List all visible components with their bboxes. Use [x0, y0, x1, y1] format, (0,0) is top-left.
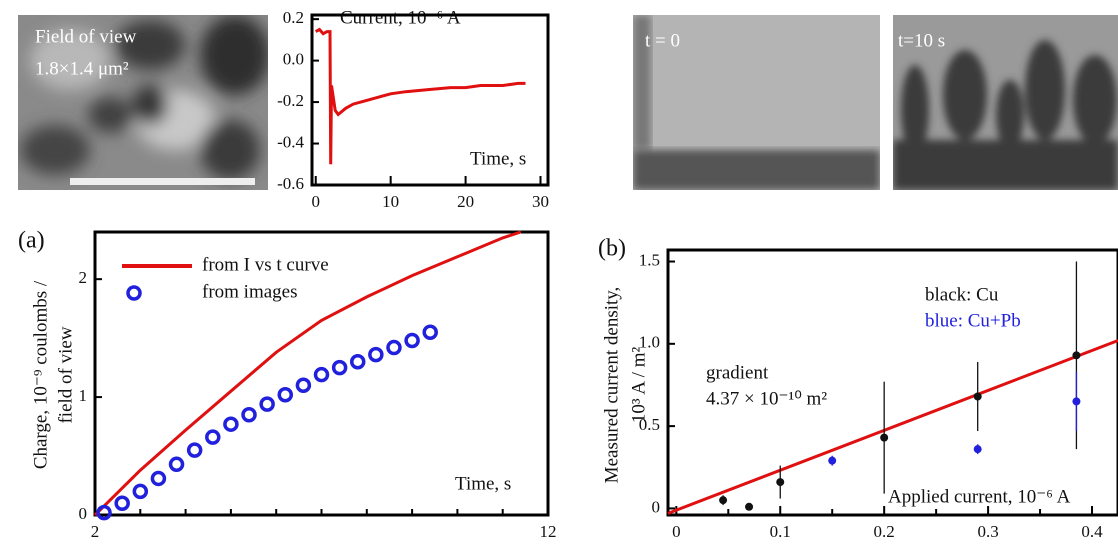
y-axis-label: field of view	[55, 326, 76, 423]
point	[386, 339, 402, 356]
point	[205, 429, 221, 445]
x-tick-label: 0	[311, 192, 320, 211]
point	[973, 445, 982, 454]
x-tick-label: 0.1	[770, 522, 791, 541]
point	[241, 407, 257, 423]
legend-label: from images	[202, 281, 298, 302]
y-tick-label: -0.6	[277, 174, 304, 193]
y-tick-label: -0.4	[277, 132, 304, 151]
legend-symbol	[126, 285, 142, 301]
point	[1072, 351, 1081, 360]
micrograph	[893, 15, 1118, 190]
x-tick-label: 2	[91, 522, 100, 541]
data-line	[93, 230, 522, 517]
point	[349, 353, 366, 370]
image-label: Field of view	[35, 26, 137, 47]
point	[114, 495, 130, 511]
y-axis-label: Charge, 10⁻⁹ coulombs /	[30, 280, 51, 469]
point	[186, 442, 203, 458]
point	[295, 377, 312, 394]
annotation: Time, s	[455, 473, 511, 494]
x-tick-label: 30	[532, 192, 549, 211]
y-tick-label: -0.2	[277, 91, 304, 110]
y-axis-label: Measured current density,	[601, 287, 622, 484]
image-label: t=10 s	[898, 30, 945, 51]
point	[719, 496, 728, 505]
point	[96, 504, 112, 521]
y-tick-label: 0.2	[283, 8, 304, 27]
point	[880, 433, 889, 442]
point	[331, 359, 348, 376]
point	[259, 396, 275, 412]
point	[776, 478, 785, 487]
y-tick-label: 0.0	[283, 50, 304, 69]
y-tick-label: 1.0	[639, 333, 660, 352]
annotation: Current, 10⁻⁶ A	[340, 7, 461, 28]
annotation: black: Cu	[925, 284, 999, 305]
y-axis-label: 10³ A / m²	[628, 347, 649, 424]
x-tick-label: 20	[457, 192, 474, 211]
point	[368, 346, 384, 363]
y-tick-label: 1.5	[639, 250, 660, 269]
annotation: Applied current, 10⁻⁶ A	[888, 486, 1071, 507]
annotation: 4.37 × 10⁻¹⁰ m²	[706, 388, 827, 409]
y-tick-label: 0	[652, 497, 661, 516]
data-line	[314, 27, 526, 165]
x-tick-label: 0.2	[874, 522, 895, 541]
micrograph	[633, 15, 880, 190]
y-tick-label: 1	[79, 386, 88, 405]
point	[422, 324, 438, 340]
point	[223, 416, 239, 432]
point	[828, 456, 837, 465]
point	[277, 386, 294, 403]
point	[313, 366, 330, 383]
x-tick-label: 10	[382, 192, 399, 211]
plot-frame	[666, 248, 1118, 517]
annotation: gradient	[706, 362, 769, 383]
x-tick-label: 12	[540, 522, 557, 541]
point	[745, 502, 754, 511]
y-tick-label: 0.5	[639, 415, 660, 434]
x-tick-label: 0.4	[1081, 522, 1103, 541]
x-tick-label: 0.3	[977, 522, 998, 541]
panel-label: (a)	[18, 228, 45, 254]
point	[150, 470, 167, 487]
fit-line	[667, 339, 1118, 515]
point	[168, 456, 185, 473]
x-tick-label: 0	[672, 522, 681, 541]
y-tick-label: 0	[79, 504, 88, 523]
point	[1072, 397, 1081, 406]
y-tick-label: 2	[79, 268, 88, 287]
panel-label: (b)	[598, 236, 626, 262]
micrograph	[18, 15, 268, 190]
image-label: 1.8×1.4 μm²	[35, 58, 129, 79]
plot-frame	[310, 13, 550, 187]
annotation: blue: Cu+Pb	[925, 310, 1021, 331]
point	[404, 332, 420, 349]
image-label: t = 0	[645, 30, 680, 51]
point	[973, 392, 982, 401]
annotation: Time, s	[470, 148, 526, 169]
legend-label: from I vs t curve	[202, 254, 329, 275]
point	[132, 483, 149, 500]
